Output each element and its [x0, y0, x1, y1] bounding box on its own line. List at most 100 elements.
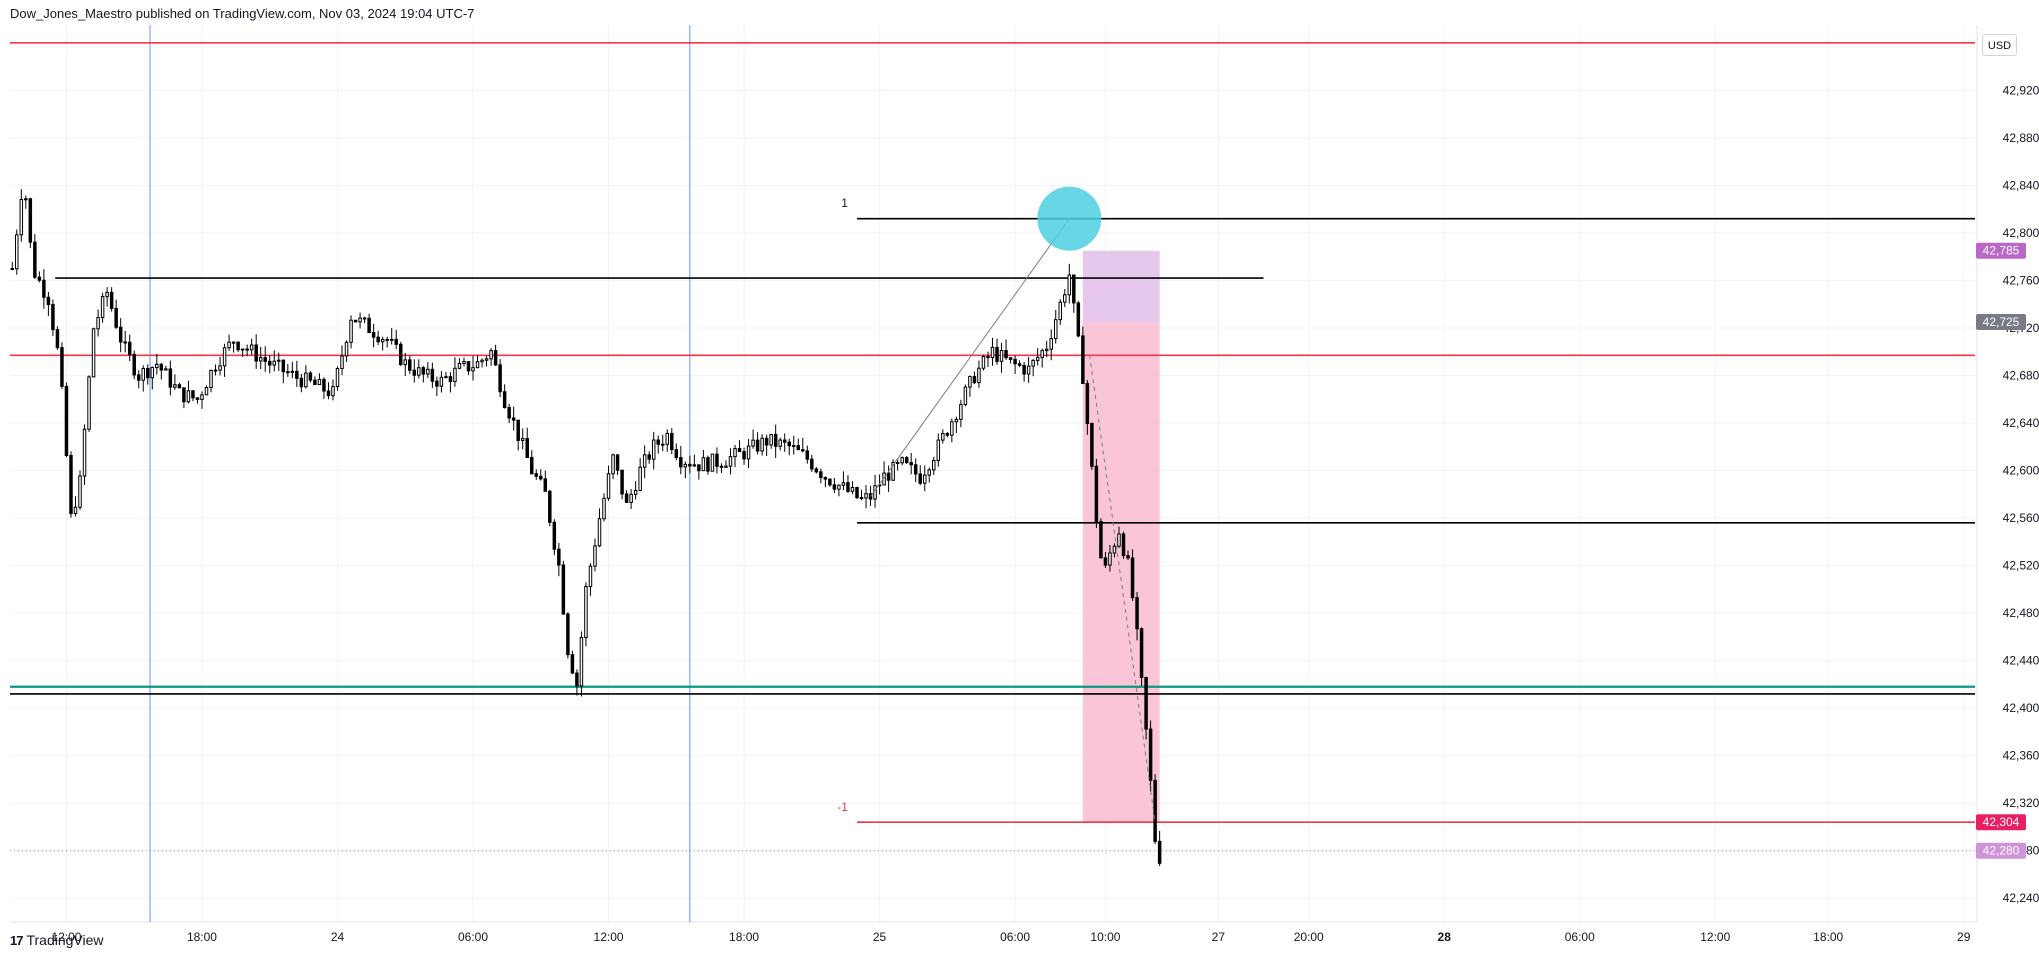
- candle-body: [82, 428, 87, 477]
- candle-body: [1090, 423, 1094, 467]
- candle-body: [832, 484, 837, 490]
- candle-body: [42, 279, 46, 298]
- badge-42280-label: 42,280: [1983, 844, 2020, 858]
- candle-body: [227, 341, 231, 349]
- candle-body: [295, 370, 299, 379]
- candle-body: [620, 469, 624, 495]
- badge-42785: [1976, 242, 2026, 259]
- candle-body: [322, 378, 326, 392]
- candle-body: [782, 439, 787, 443]
- candle-body: [697, 464, 701, 472]
- candle-body: [773, 434, 778, 447]
- candle-body: [1017, 363, 1022, 366]
- time-tick-label: 24: [331, 930, 345, 944]
- candle-body: [15, 234, 19, 270]
- candle-body: [950, 421, 954, 436]
- candle-body: [1121, 533, 1126, 557]
- candle-body: [805, 450, 810, 460]
- rising-trendline: [870, 218, 1070, 497]
- candle-body: [408, 359, 412, 371]
- grid: [10, 25, 1978, 923]
- price-badges: 42,785 42,725 42,304 42,280: [1976, 242, 2026, 859]
- candle-body: [132, 353, 136, 376]
- candle-body: [791, 445, 796, 448]
- candle-body: [403, 359, 408, 366]
- candle-body: [999, 350, 1004, 362]
- publisher-header: Dow_Jones_Maestro published on TradingVi…: [10, 6, 475, 21]
- candle-body: [529, 456, 534, 475]
- candle-body: [349, 319, 353, 343]
- candle-body: [674, 449, 679, 459]
- tradingview-footer[interactable]: 17 TradingView: [10, 932, 104, 948]
- candle-body: [1117, 533, 1121, 547]
- candle-body: [367, 317, 371, 334]
- candle-body: [204, 386, 209, 396]
- candle-body: [286, 371, 290, 374]
- candle-body: [841, 482, 846, 486]
- candle-body: [719, 465, 724, 468]
- time-tick-label: 27: [1212, 930, 1226, 944]
- candle-body: [195, 397, 200, 400]
- candle-body: [471, 367, 475, 372]
- price-tick-label: 42,800: [2003, 226, 2039, 240]
- candle-body: [444, 376, 448, 379]
- candle-body: [945, 432, 950, 436]
- candle-body: [814, 468, 819, 473]
- price-tick-label: 42,520: [2003, 559, 2039, 573]
- candle-body: [986, 356, 990, 359]
- candle-body: [1035, 357, 1040, 361]
- candle-body: [164, 368, 168, 371]
- time-tick-label: 29: [1957, 930, 1971, 944]
- candle-body: [254, 344, 258, 362]
- candle-body: [69, 454, 73, 515]
- candle-body: [51, 304, 55, 331]
- price-tick-label: 42,480: [2003, 606, 2039, 620]
- lilac-zone: [1082, 250, 1160, 323]
- candle-body: [651, 439, 656, 460]
- candle-body: [900, 457, 904, 464]
- candle-body: [936, 439, 941, 462]
- candle-body: [660, 443, 665, 446]
- time-axis[interactable]: 12:00 18:00 24 06:00 12:00 18:00 25 06:00 10:00 2…: [51, 930, 1970, 944]
- candle-body: [534, 473, 539, 477]
- candle-body: [891, 461, 895, 481]
- candle-body: [977, 367, 981, 384]
- candle-body: [475, 361, 480, 369]
- candle-body: [995, 346, 999, 362]
- candle-body: [173, 384, 177, 388]
- candle-body: [1099, 521, 1103, 559]
- time-tick-label: 12:00: [594, 930, 624, 944]
- candle-body: [60, 347, 64, 387]
- candle-body: [100, 296, 105, 319]
- candle-body: [1139, 628, 1144, 678]
- candle-body: [543, 478, 548, 492]
- candle-body: [688, 463, 692, 467]
- candle-body: [10, 268, 15, 271]
- candle-body: [19, 199, 24, 236]
- drawings: 1 -1: [837, 186, 1156, 823]
- cyan-circle: [1037, 186, 1102, 251]
- candle-body: [340, 355, 344, 370]
- candles: [10, 189, 1162, 866]
- candle-body: [1031, 359, 1035, 367]
- candle-body: [146, 368, 150, 379]
- candle-body: [584, 585, 588, 639]
- candle-body: [746, 445, 751, 460]
- candle-body: [755, 439, 760, 452]
- candle-body: [37, 276, 42, 281]
- candle-body: [1126, 555, 1130, 559]
- candle-body: [588, 565, 593, 587]
- candle-body: [376, 336, 380, 343]
- price-axis[interactable]: 42,24042,28042,32042,36042,40042,44042,4…: [2003, 83, 2039, 905]
- candle-body: [277, 359, 281, 362]
- candle-body: [593, 545, 597, 567]
- candle-body: [258, 357, 263, 362]
- time-tick-label: 06:00: [458, 930, 488, 944]
- candle-body: [629, 493, 633, 503]
- candle-body: [801, 449, 805, 452]
- time-tick-label: 18:00: [1813, 930, 1843, 944]
- candle-body: [1081, 335, 1085, 385]
- currency-button[interactable]: USD: [1982, 34, 2017, 56]
- candle-body: [819, 471, 823, 479]
